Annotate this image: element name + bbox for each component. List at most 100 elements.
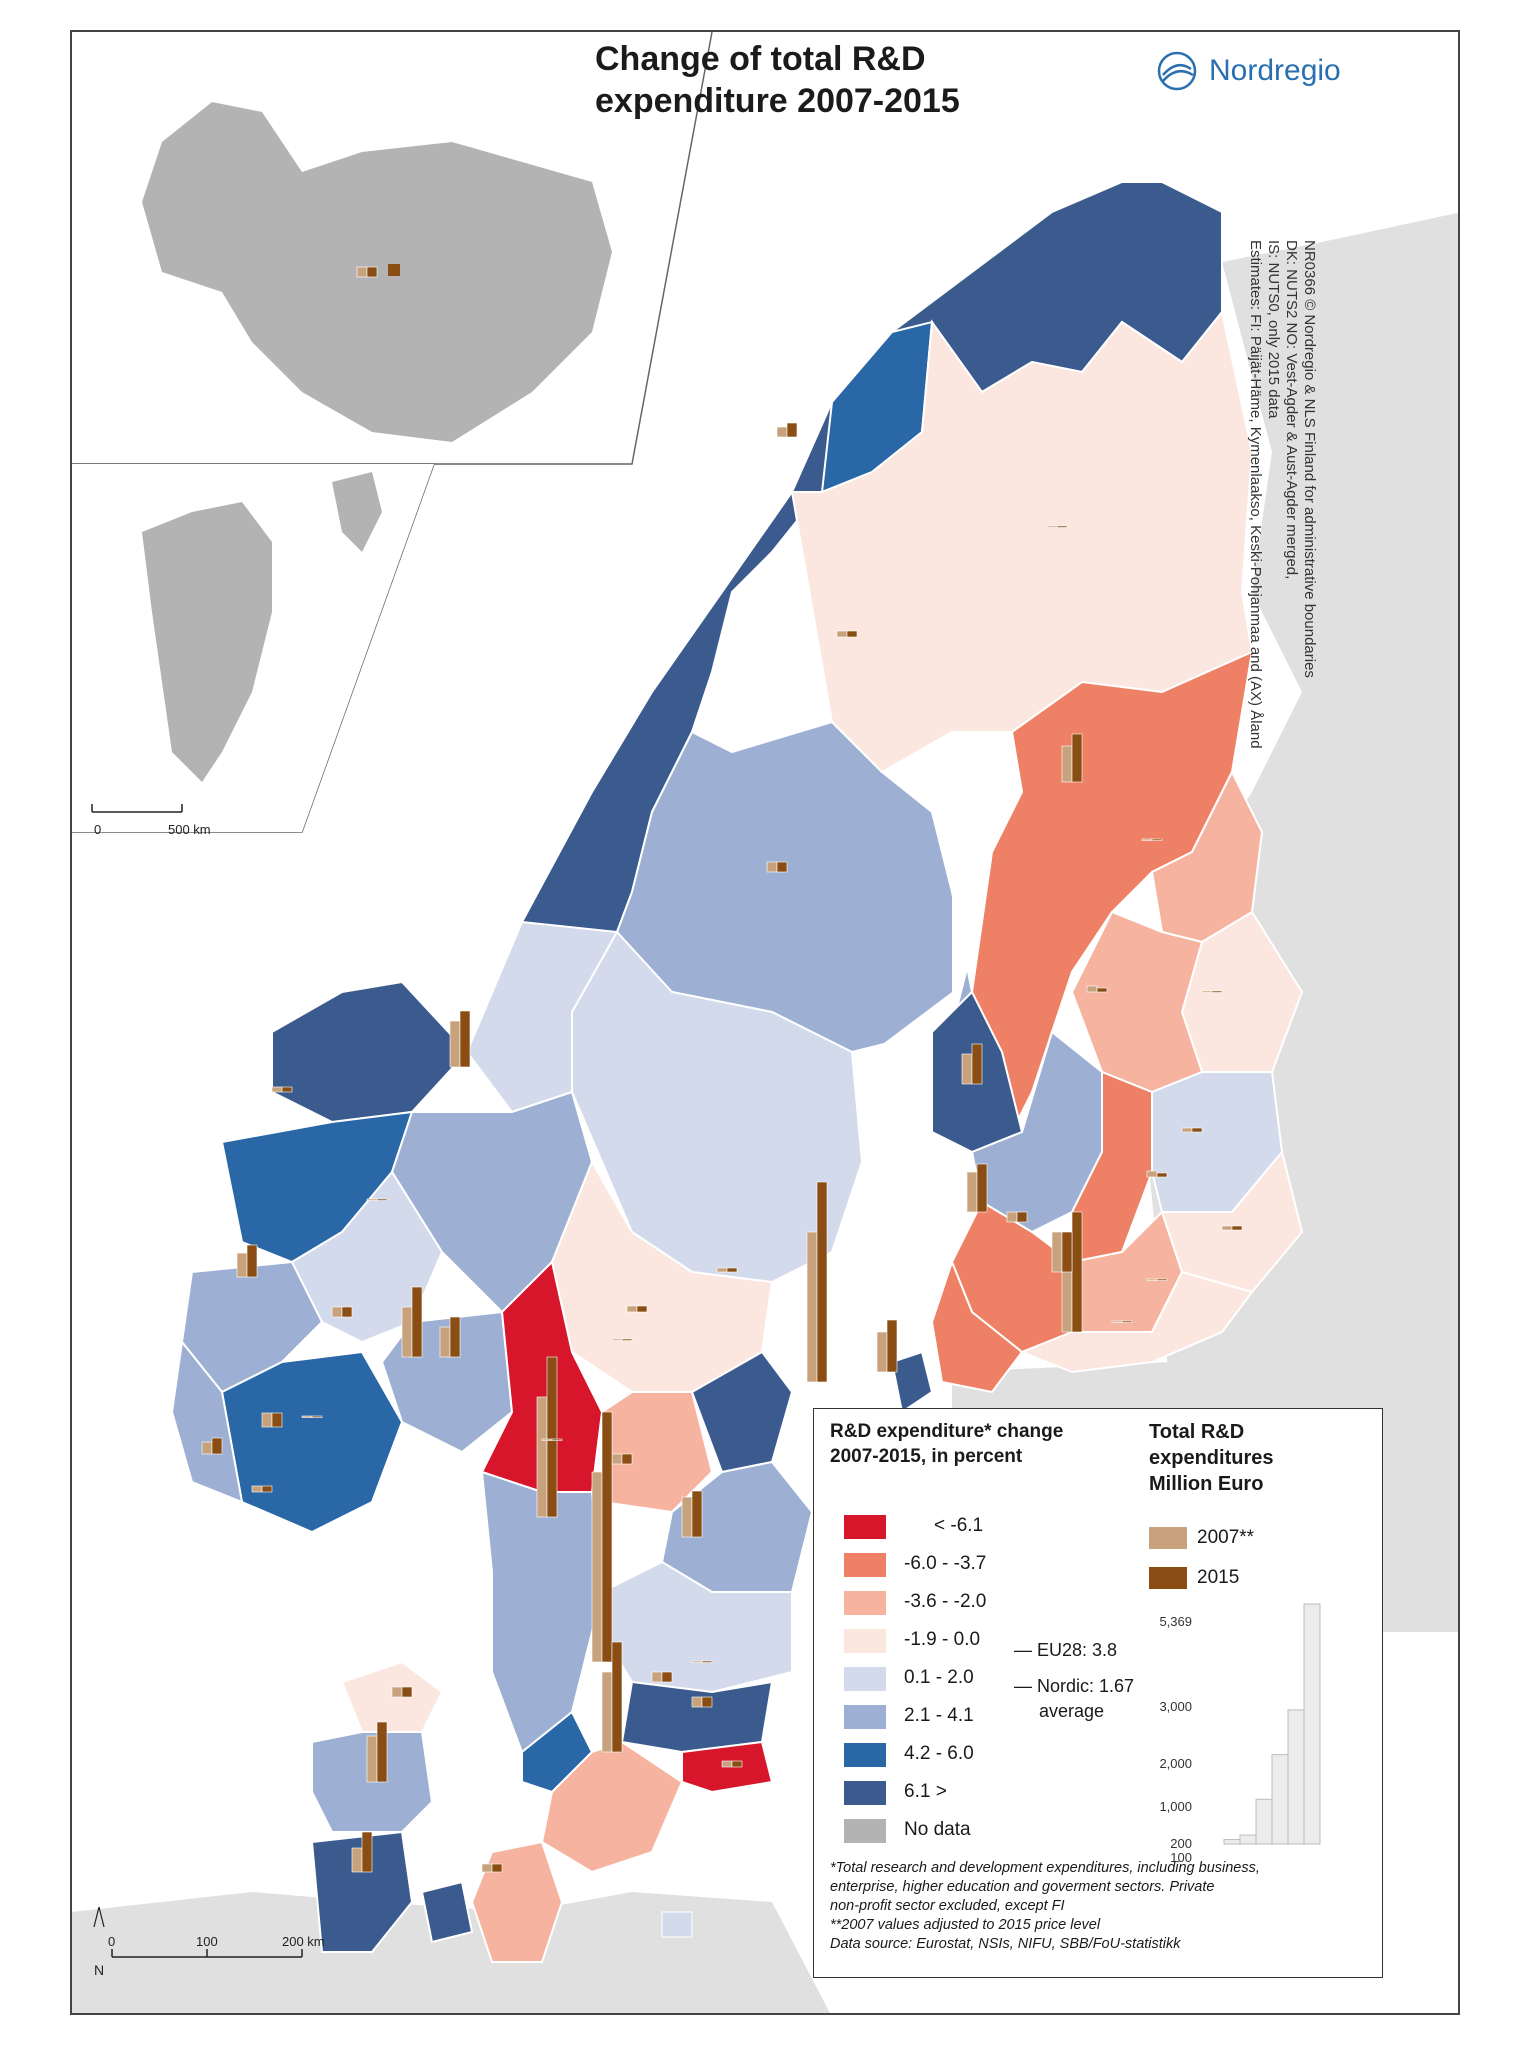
footnote-5: Data source: Eurostat, NSIs, NIFU, SBB/F… bbox=[830, 1936, 1181, 1952]
gulf-of-bothnia bbox=[842, 772, 1012, 1352]
region-se-mellersta-norrland bbox=[571, 930, 864, 1284]
rd-bar-2015 bbox=[271, 1412, 283, 1428]
legend-bars-heading-line-2: expenditures bbox=[1149, 1447, 1274, 1469]
region-fi-aland bbox=[890, 1350, 934, 1414]
rd-bar-2007 bbox=[401, 1306, 413, 1358]
rd-bar-2015 bbox=[691, 1490, 703, 1538]
legend-bars-heading-line-3: Million Euro bbox=[1149, 1473, 1264, 1495]
credits-line-2: DK: NUTS2 NO: Vest-Agder & Aust-Agder me… bbox=[1283, 240, 1300, 580]
legend-scale-bar bbox=[1271, 1754, 1289, 1845]
legend-class-3 bbox=[844, 1590, 886, 1616]
rd-bar-2007 bbox=[439, 1326, 451, 1358]
legend-heading-bars: Total R&D expenditures Million Euro bbox=[1149, 1419, 1349, 1497]
inset-scalebar-label-0: 0 bbox=[94, 822, 102, 837]
rd-bar-2015 bbox=[976, 1163, 988, 1213]
north-label: N bbox=[94, 1962, 105, 1978]
rd-bar-2015 bbox=[491, 1863, 503, 1873]
legend-box: R&D expenditure* change 2007-2015, in pe… bbox=[813, 1408, 1383, 1978]
rd-bar-2007 bbox=[626, 1305, 638, 1313]
legend-bar-2007: 2007** bbox=[1149, 1527, 1254, 1549]
rd-bar-2007 bbox=[1111, 1320, 1123, 1323]
rd-bar-2015 bbox=[786, 422, 798, 438]
rd-bar-2015 bbox=[776, 861, 788, 873]
legend-class-label: -1.9 - 0.0 bbox=[904, 1629, 981, 1650]
legend-class-label: 6.1 > bbox=[904, 1781, 947, 1802]
region-dk-south bbox=[310, 1830, 414, 1953]
legend-class-swatch bbox=[844, 1515, 886, 1539]
legend-heading-line-1: R&D expenditure* change bbox=[830, 1421, 1064, 1442]
credits-line-3: IS: NUTS0, only 2015 data bbox=[1265, 240, 1282, 419]
legend-avg-nordic: — Nordic: 1.67 bbox=[1014, 1676, 1135, 1696]
rd-bar-2007 bbox=[611, 1453, 623, 1465]
legend-class-swatch bbox=[844, 1667, 886, 1691]
rd-bar-2015 bbox=[376, 1721, 388, 1783]
credits-line-4: Estimates: FI: Päijät-Häme, Kymenlaakso,… bbox=[1247, 240, 1264, 749]
legend-class-swatch bbox=[844, 1781, 886, 1805]
map-credits: NR0366 © Nordregio & NLS Finland for adm… bbox=[1246, 240, 1318, 760]
rd-bar-2007 bbox=[691, 1660, 703, 1663]
brand-name: Nordregio bbox=[1209, 54, 1341, 87]
rd-bar-2007 bbox=[366, 1198, 378, 1201]
rd-bar-2007 bbox=[1181, 1127, 1193, 1133]
rd-bar-2007 bbox=[721, 1760, 733, 1768]
legend-scale-label: 1,000 bbox=[1159, 1799, 1192, 1814]
region-no-buskerud bbox=[290, 1170, 444, 1344]
rd-bar-2007 bbox=[1141, 838, 1153, 841]
rd-bar-2015 bbox=[281, 1086, 293, 1093]
rd-bar-2007 bbox=[201, 1441, 213, 1455]
rd-bar-2015 bbox=[401, 1686, 413, 1698]
legend-class-label: -3.6 - -2.0 bbox=[904, 1591, 987, 1612]
rd-bar-2007 bbox=[691, 1696, 703, 1708]
region-se-kalmar bbox=[620, 1680, 774, 1754]
svalbard bbox=[332, 472, 382, 552]
legend-bar-2015: 2015 bbox=[1149, 1567, 1239, 1589]
rd-bar-2015 bbox=[1151, 838, 1163, 841]
rd-bar-2015 bbox=[1156, 1172, 1168, 1178]
north-arrow bbox=[93, 1906, 105, 1928]
legend-class-2 bbox=[844, 1552, 886, 1578]
legend-avg-nordic-label: Nordic: 1.67 bbox=[1037, 1676, 1135, 1696]
rd-bar-2007 bbox=[541, 1438, 553, 1441]
rd-bar-2007 bbox=[591, 1471, 603, 1663]
nordregio-logo-icon bbox=[1157, 51, 1197, 91]
legend-class-9 bbox=[844, 1818, 886, 1844]
rd-bar-2007 bbox=[449, 1020, 461, 1068]
rd-bar-2007 bbox=[966, 1171, 978, 1213]
rd-bar-2007 bbox=[1201, 990, 1213, 993]
region-dk-bornholm bbox=[661, 1911, 693, 1938]
rd-bar-2015 bbox=[731, 1760, 743, 1768]
rd-bar-2007 bbox=[391, 1686, 403, 1698]
legend-bars-heading-line-1: Total R&D bbox=[1149, 1421, 1245, 1443]
rd-bar-2015 bbox=[886, 1319, 898, 1373]
map-title-line-2: expenditure 2007-2015 bbox=[595, 82, 960, 120]
rd-bar-2007 bbox=[681, 1496, 693, 1538]
rd-bar-2007 bbox=[836, 630, 848, 638]
rd-bar-2015 bbox=[411, 1286, 423, 1358]
rd-bar-2015 bbox=[636, 1305, 648, 1313]
rd-bar-2015 bbox=[611, 1641, 623, 1753]
rd-bar-2007 bbox=[1146, 1170, 1158, 1178]
legend-avg-word: average bbox=[1039, 1701, 1105, 1721]
inset-scalebar-label-1: 500 km bbox=[168, 822, 211, 837]
region-fi-oulu bbox=[950, 650, 1254, 1154]
rd-bar-2007 bbox=[1221, 1225, 1233, 1231]
main-scalebar-label-2: 200 km bbox=[282, 1934, 325, 1949]
rd-bar-2007 bbox=[1086, 985, 1098, 993]
rd-bar-2007 bbox=[481, 1863, 493, 1873]
legend-class-swatch bbox=[844, 1629, 886, 1653]
legend-scale-label: 200 bbox=[1170, 1836, 1192, 1851]
rd-bar-2015 bbox=[701, 1660, 713, 1663]
main-scalebar-label-0: 0 bbox=[108, 1934, 116, 1949]
rd-bar-2015 bbox=[816, 1181, 828, 1383]
rd-bar-2007 bbox=[301, 1415, 313, 1418]
region-fi-varsinais bbox=[930, 1259, 1024, 1394]
legend-class-swatch bbox=[844, 1553, 886, 1577]
legend-bar-2015-label: 2015 bbox=[1197, 1567, 1240, 1588]
rd-bar-2007 bbox=[261, 1412, 273, 1428]
rd-bar-2007 bbox=[236, 1252, 248, 1278]
greenland bbox=[142, 502, 272, 782]
rd-bar-2015 bbox=[601, 1411, 613, 1663]
region-se-skane bbox=[540, 1740, 684, 1874]
footnote-4: **2007 values adjusted to 2015 price lev… bbox=[830, 1917, 1101, 1933]
legend-class-label: 0.1 - 2.0 bbox=[904, 1667, 974, 1688]
